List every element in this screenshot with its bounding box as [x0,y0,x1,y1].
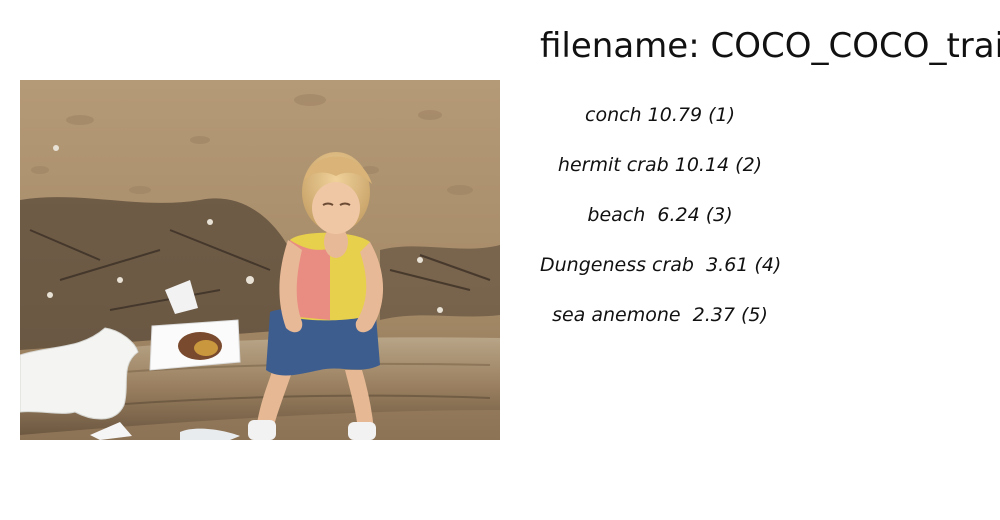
prediction-item: beach 6.24 (3) [587,204,733,226]
prediction-item: conch 10.79 (1) [585,104,735,126]
prediction-item: hermit crab 10.14 (2) [557,154,763,176]
seaweed-debris [20,145,500,350]
prediction-item: sea anemone 2.37 (5) [552,304,768,326]
beach-photo [20,80,500,440]
filename-title: filename: COCO_COCO_train [540,26,1000,66]
plastic-piece [180,428,240,440]
foam-piece [90,422,132,440]
prediction-list: conch 10.79 (1) hermit crab 10.14 (2) be… [540,0,800,520]
white-cloth [20,327,139,420]
prediction-item: Dungeness crab 3.61 (4) [540,254,782,276]
girl [248,152,384,440]
plate-with-food [149,319,241,371]
